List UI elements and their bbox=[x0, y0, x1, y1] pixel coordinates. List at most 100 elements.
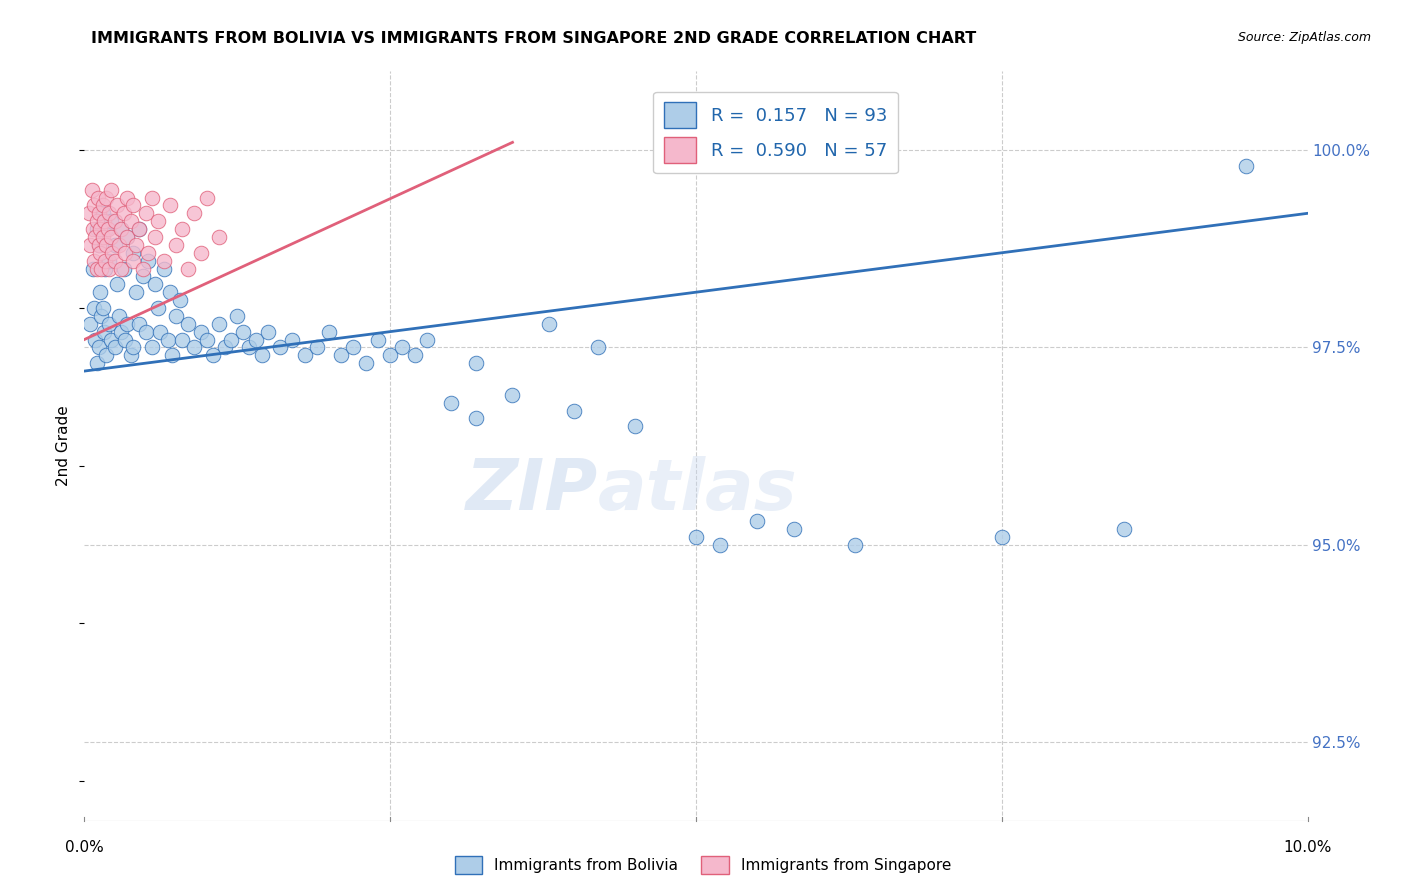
Text: 0.0%: 0.0% bbox=[65, 840, 104, 855]
Point bbox=[122, 245, 145, 260]
Point bbox=[115, 190, 138, 204]
Point bbox=[89, 245, 111, 260]
Point bbox=[107, 238, 129, 252]
Point bbox=[110, 222, 132, 236]
Point bbox=[90, 261, 112, 276]
Point bbox=[416, 333, 439, 347]
Point bbox=[100, 214, 122, 228]
Point bbox=[685, 530, 707, 544]
Point bbox=[367, 333, 389, 347]
Point bbox=[110, 325, 132, 339]
Point bbox=[79, 317, 101, 331]
Point bbox=[172, 222, 194, 236]
Point bbox=[440, 395, 463, 409]
Point bbox=[183, 206, 205, 220]
Point bbox=[84, 230, 107, 244]
Point bbox=[226, 309, 249, 323]
Point bbox=[77, 206, 100, 220]
Point bbox=[112, 261, 135, 276]
Point bbox=[115, 230, 138, 244]
Point bbox=[120, 214, 142, 228]
Point bbox=[97, 261, 120, 276]
Point bbox=[136, 245, 159, 260]
Point bbox=[177, 317, 200, 331]
Point bbox=[101, 245, 124, 260]
Point bbox=[89, 285, 111, 300]
Point bbox=[141, 190, 163, 204]
Point bbox=[96, 238, 118, 252]
Point bbox=[354, 356, 377, 370]
Point bbox=[257, 325, 280, 339]
Point bbox=[208, 317, 231, 331]
Point bbox=[97, 317, 120, 331]
Text: atlas: atlas bbox=[598, 457, 797, 525]
Point bbox=[162, 348, 184, 362]
Point bbox=[464, 356, 486, 370]
Point bbox=[91, 230, 114, 244]
Point bbox=[91, 206, 114, 220]
Point bbox=[82, 222, 104, 236]
Point bbox=[83, 198, 105, 212]
Point bbox=[586, 340, 609, 354]
Point bbox=[201, 348, 224, 362]
Point bbox=[169, 293, 191, 307]
Point bbox=[122, 198, 145, 212]
Point bbox=[104, 253, 127, 268]
Point bbox=[87, 238, 110, 252]
Point bbox=[146, 214, 169, 228]
Point bbox=[89, 222, 111, 236]
Point bbox=[132, 269, 155, 284]
Point bbox=[538, 317, 561, 331]
Point bbox=[153, 261, 176, 276]
Point bbox=[122, 253, 145, 268]
Point bbox=[115, 230, 138, 244]
Point bbox=[153, 253, 176, 268]
Point bbox=[464, 411, 486, 425]
Point bbox=[156, 333, 179, 347]
Point bbox=[97, 253, 120, 268]
Point bbox=[342, 340, 364, 354]
Point bbox=[122, 340, 145, 354]
Point bbox=[100, 230, 122, 244]
Point bbox=[112, 206, 135, 220]
Point bbox=[120, 348, 142, 362]
Point bbox=[84, 333, 107, 347]
Point bbox=[114, 333, 136, 347]
Point bbox=[208, 230, 231, 244]
Text: Source: ZipAtlas.com: Source: ZipAtlas.com bbox=[1237, 31, 1371, 45]
Point bbox=[214, 340, 236, 354]
Point bbox=[502, 388, 524, 402]
Point bbox=[93, 325, 115, 339]
Point bbox=[783, 522, 806, 536]
Point bbox=[141, 340, 163, 354]
Point bbox=[159, 285, 181, 300]
Point bbox=[79, 238, 101, 252]
Point bbox=[104, 238, 127, 252]
Point bbox=[110, 261, 132, 276]
Point bbox=[107, 309, 129, 323]
Point bbox=[86, 356, 108, 370]
Point bbox=[94, 261, 117, 276]
Point bbox=[149, 325, 172, 339]
Point bbox=[91, 301, 114, 315]
Point bbox=[245, 333, 267, 347]
Point bbox=[90, 309, 112, 323]
Point bbox=[114, 245, 136, 260]
Point bbox=[100, 333, 122, 347]
Point bbox=[125, 238, 148, 252]
Point bbox=[624, 419, 647, 434]
Point bbox=[96, 190, 118, 204]
Point bbox=[172, 333, 194, 347]
Point bbox=[250, 348, 273, 362]
Legend: Immigrants from Bolivia, Immigrants from Singapore: Immigrants from Bolivia, Immigrants from… bbox=[449, 850, 957, 880]
Point bbox=[391, 340, 413, 354]
Text: 10.0%: 10.0% bbox=[1284, 840, 1331, 855]
Point bbox=[104, 214, 127, 228]
Point bbox=[232, 325, 254, 339]
Point bbox=[97, 222, 120, 236]
Point bbox=[747, 514, 769, 528]
Text: ZIP: ZIP bbox=[465, 457, 598, 525]
Point bbox=[709, 538, 731, 552]
Point bbox=[190, 325, 212, 339]
Point bbox=[94, 253, 117, 268]
